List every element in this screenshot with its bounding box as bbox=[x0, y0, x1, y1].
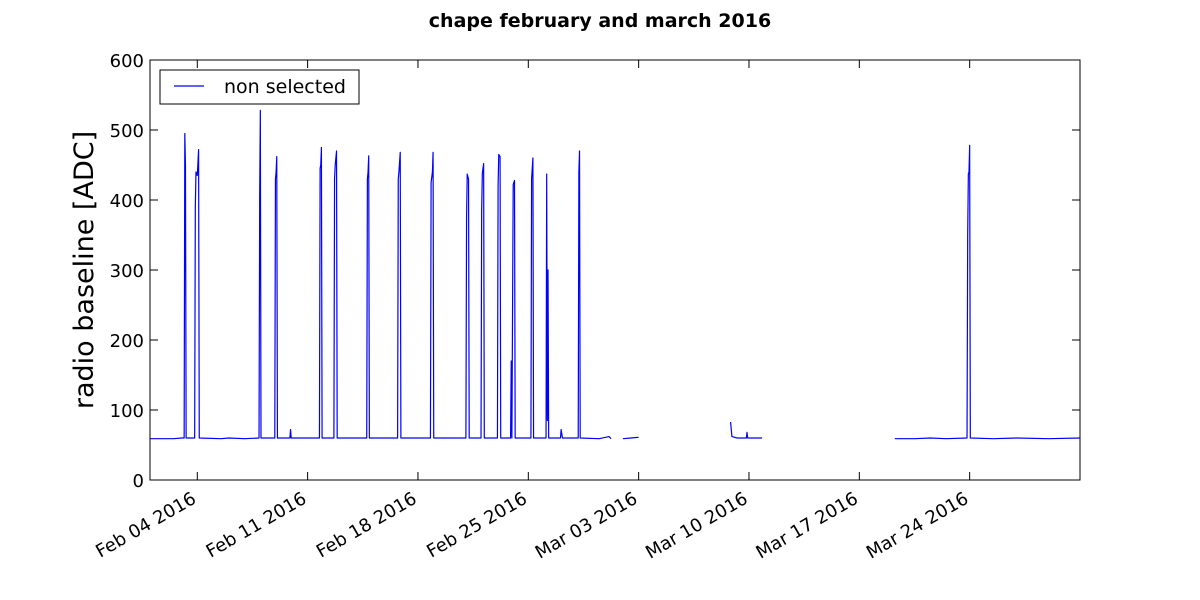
series-line-segment bbox=[150, 109, 612, 440]
series-line-segment bbox=[894, 144, 1081, 440]
x-tick-label: Mar 10 2016 bbox=[642, 488, 751, 563]
series-layer bbox=[150, 109, 1081, 440]
x-tick-label: Feb 04 2016 bbox=[92, 488, 200, 562]
y-tick-label: 400 bbox=[110, 191, 144, 212]
series-line-segment bbox=[622, 436, 639, 440]
chart-title: chape february and march 2016 bbox=[429, 10, 771, 32]
y-tick-label: 100 bbox=[110, 401, 144, 422]
legend-box bbox=[159, 69, 360, 105]
x-tick-label: Feb 25 2016 bbox=[423, 488, 531, 562]
x-tick-label: Mar 24 2016 bbox=[863, 488, 972, 563]
y-axis: 0 100 200 300 400 500 600 bbox=[110, 51, 1080, 492]
x-tick-label: Mar 03 2016 bbox=[532, 488, 641, 563]
y-tick-label: 0 bbox=[133, 471, 144, 492]
x-tick-label: Mar 17 2016 bbox=[752, 488, 861, 563]
legend-label-non-selected: non selected bbox=[224, 76, 346, 98]
plot-area bbox=[150, 60, 1080, 480]
series-line-segment bbox=[729, 421, 763, 439]
x-tick-label: Feb 18 2016 bbox=[313, 488, 421, 562]
y-tick-label: 500 bbox=[110, 121, 144, 142]
y-tick-label: 600 bbox=[110, 51, 144, 72]
legend: non selected bbox=[159, 69, 360, 105]
y-tick-label: 200 bbox=[110, 331, 144, 352]
plot-frame bbox=[149, 59, 1081, 481]
y-axis-label: radio baseline [ADC] bbox=[69, 131, 100, 409]
y-tick-label: 300 bbox=[110, 261, 144, 282]
x-tick-label: Feb 11 2016 bbox=[203, 488, 311, 562]
